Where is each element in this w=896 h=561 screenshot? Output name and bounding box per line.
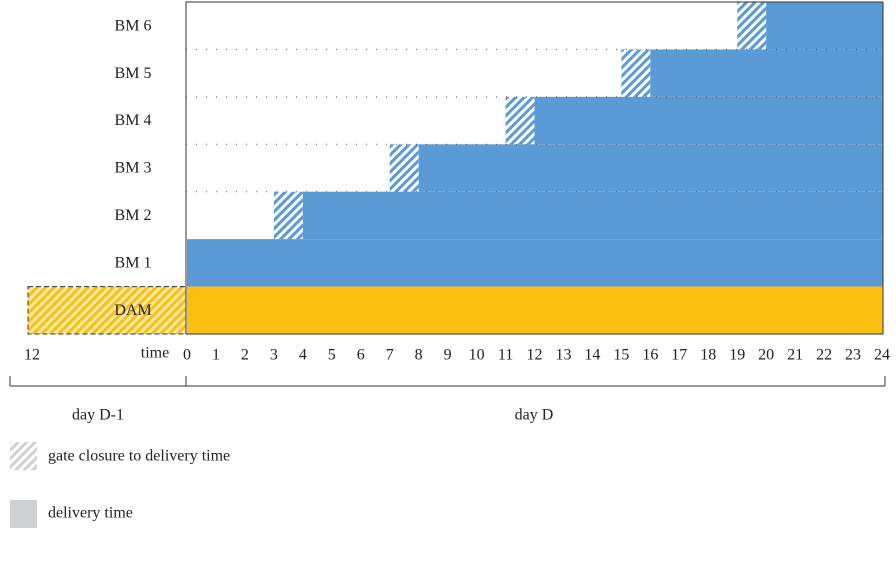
x-tick-label: 2 xyxy=(241,347,249,364)
rows: BM 6 BM 5 BM 4 BM 3 BM 2 BM 1 DAM xyxy=(27,2,883,335)
x-tick-label: 19 xyxy=(729,347,745,364)
previous-day-tick: 12 xyxy=(24,347,40,364)
x-tick-label: 7 xyxy=(386,347,394,364)
legend-label: gate closure to delivery time xyxy=(48,448,230,465)
delivery xyxy=(302,191,883,240)
day-label: day D-1 xyxy=(72,407,124,424)
x-tick-label: 13 xyxy=(555,347,571,364)
row-label: BM 6 xyxy=(115,17,152,34)
delivery xyxy=(650,49,883,97)
x-tick-label: 14 xyxy=(584,347,600,364)
time-axis: 12 time 0 1 2 3 4 5 6 7 8 9 10 11 12 13 14 15 16 17 18 19 20 21… xyxy=(24,345,890,364)
x-tick-label: 21 xyxy=(787,347,803,364)
delivery xyxy=(534,96,883,145)
x-tick-label: 20 xyxy=(758,347,774,364)
x-tick-label: 0 xyxy=(183,347,191,364)
x-tick-label: 1 xyxy=(212,347,220,364)
x-tick-label: 22 xyxy=(816,347,832,364)
gate-closure xyxy=(389,144,419,192)
gate-closure xyxy=(505,96,535,145)
legend-swatch xyxy=(10,442,37,470)
gate-closure xyxy=(621,49,651,97)
row-label: BM 4 xyxy=(115,112,152,129)
x-tick-label: 5 xyxy=(328,347,336,364)
delivery xyxy=(187,286,883,334)
x-tick-label: 16 xyxy=(642,347,658,364)
delivery xyxy=(418,144,883,192)
day-label: day D xyxy=(515,407,554,424)
row-label: DAM xyxy=(114,302,151,319)
x-tick-label: 10 xyxy=(469,347,485,364)
row-label: BM 1 xyxy=(115,255,152,272)
delivery xyxy=(187,239,883,287)
gate-closure xyxy=(737,2,767,50)
x-tick-label: 17 xyxy=(671,347,687,364)
legend-swatch xyxy=(10,500,37,528)
x-tick-label: 18 xyxy=(700,347,716,364)
x-tick-label: 11 xyxy=(498,347,513,364)
x-tick-label: 8 xyxy=(415,347,423,364)
x-tick-label: 12 xyxy=(527,347,543,364)
row-label: BM 2 xyxy=(115,207,152,224)
x-tick-label: 4 xyxy=(299,347,307,364)
delivery xyxy=(766,2,883,50)
legend-label: delivery time xyxy=(48,505,133,522)
x-tick-label: 23 xyxy=(845,347,861,364)
row-label: BM 5 xyxy=(115,65,152,82)
frame xyxy=(185,1,884,335)
gate-closure xyxy=(273,191,303,240)
axis-label: time xyxy=(141,345,169,362)
x-tick-label: 3 xyxy=(270,347,278,364)
x-tick-label: 24 xyxy=(874,347,890,364)
row-label: BM 3 xyxy=(115,160,152,177)
dam-previous-day xyxy=(27,286,187,335)
x-tick-label: 6 xyxy=(357,347,365,364)
x-tick-label: 9 xyxy=(444,347,452,364)
x-tick-label: 15 xyxy=(613,347,629,364)
